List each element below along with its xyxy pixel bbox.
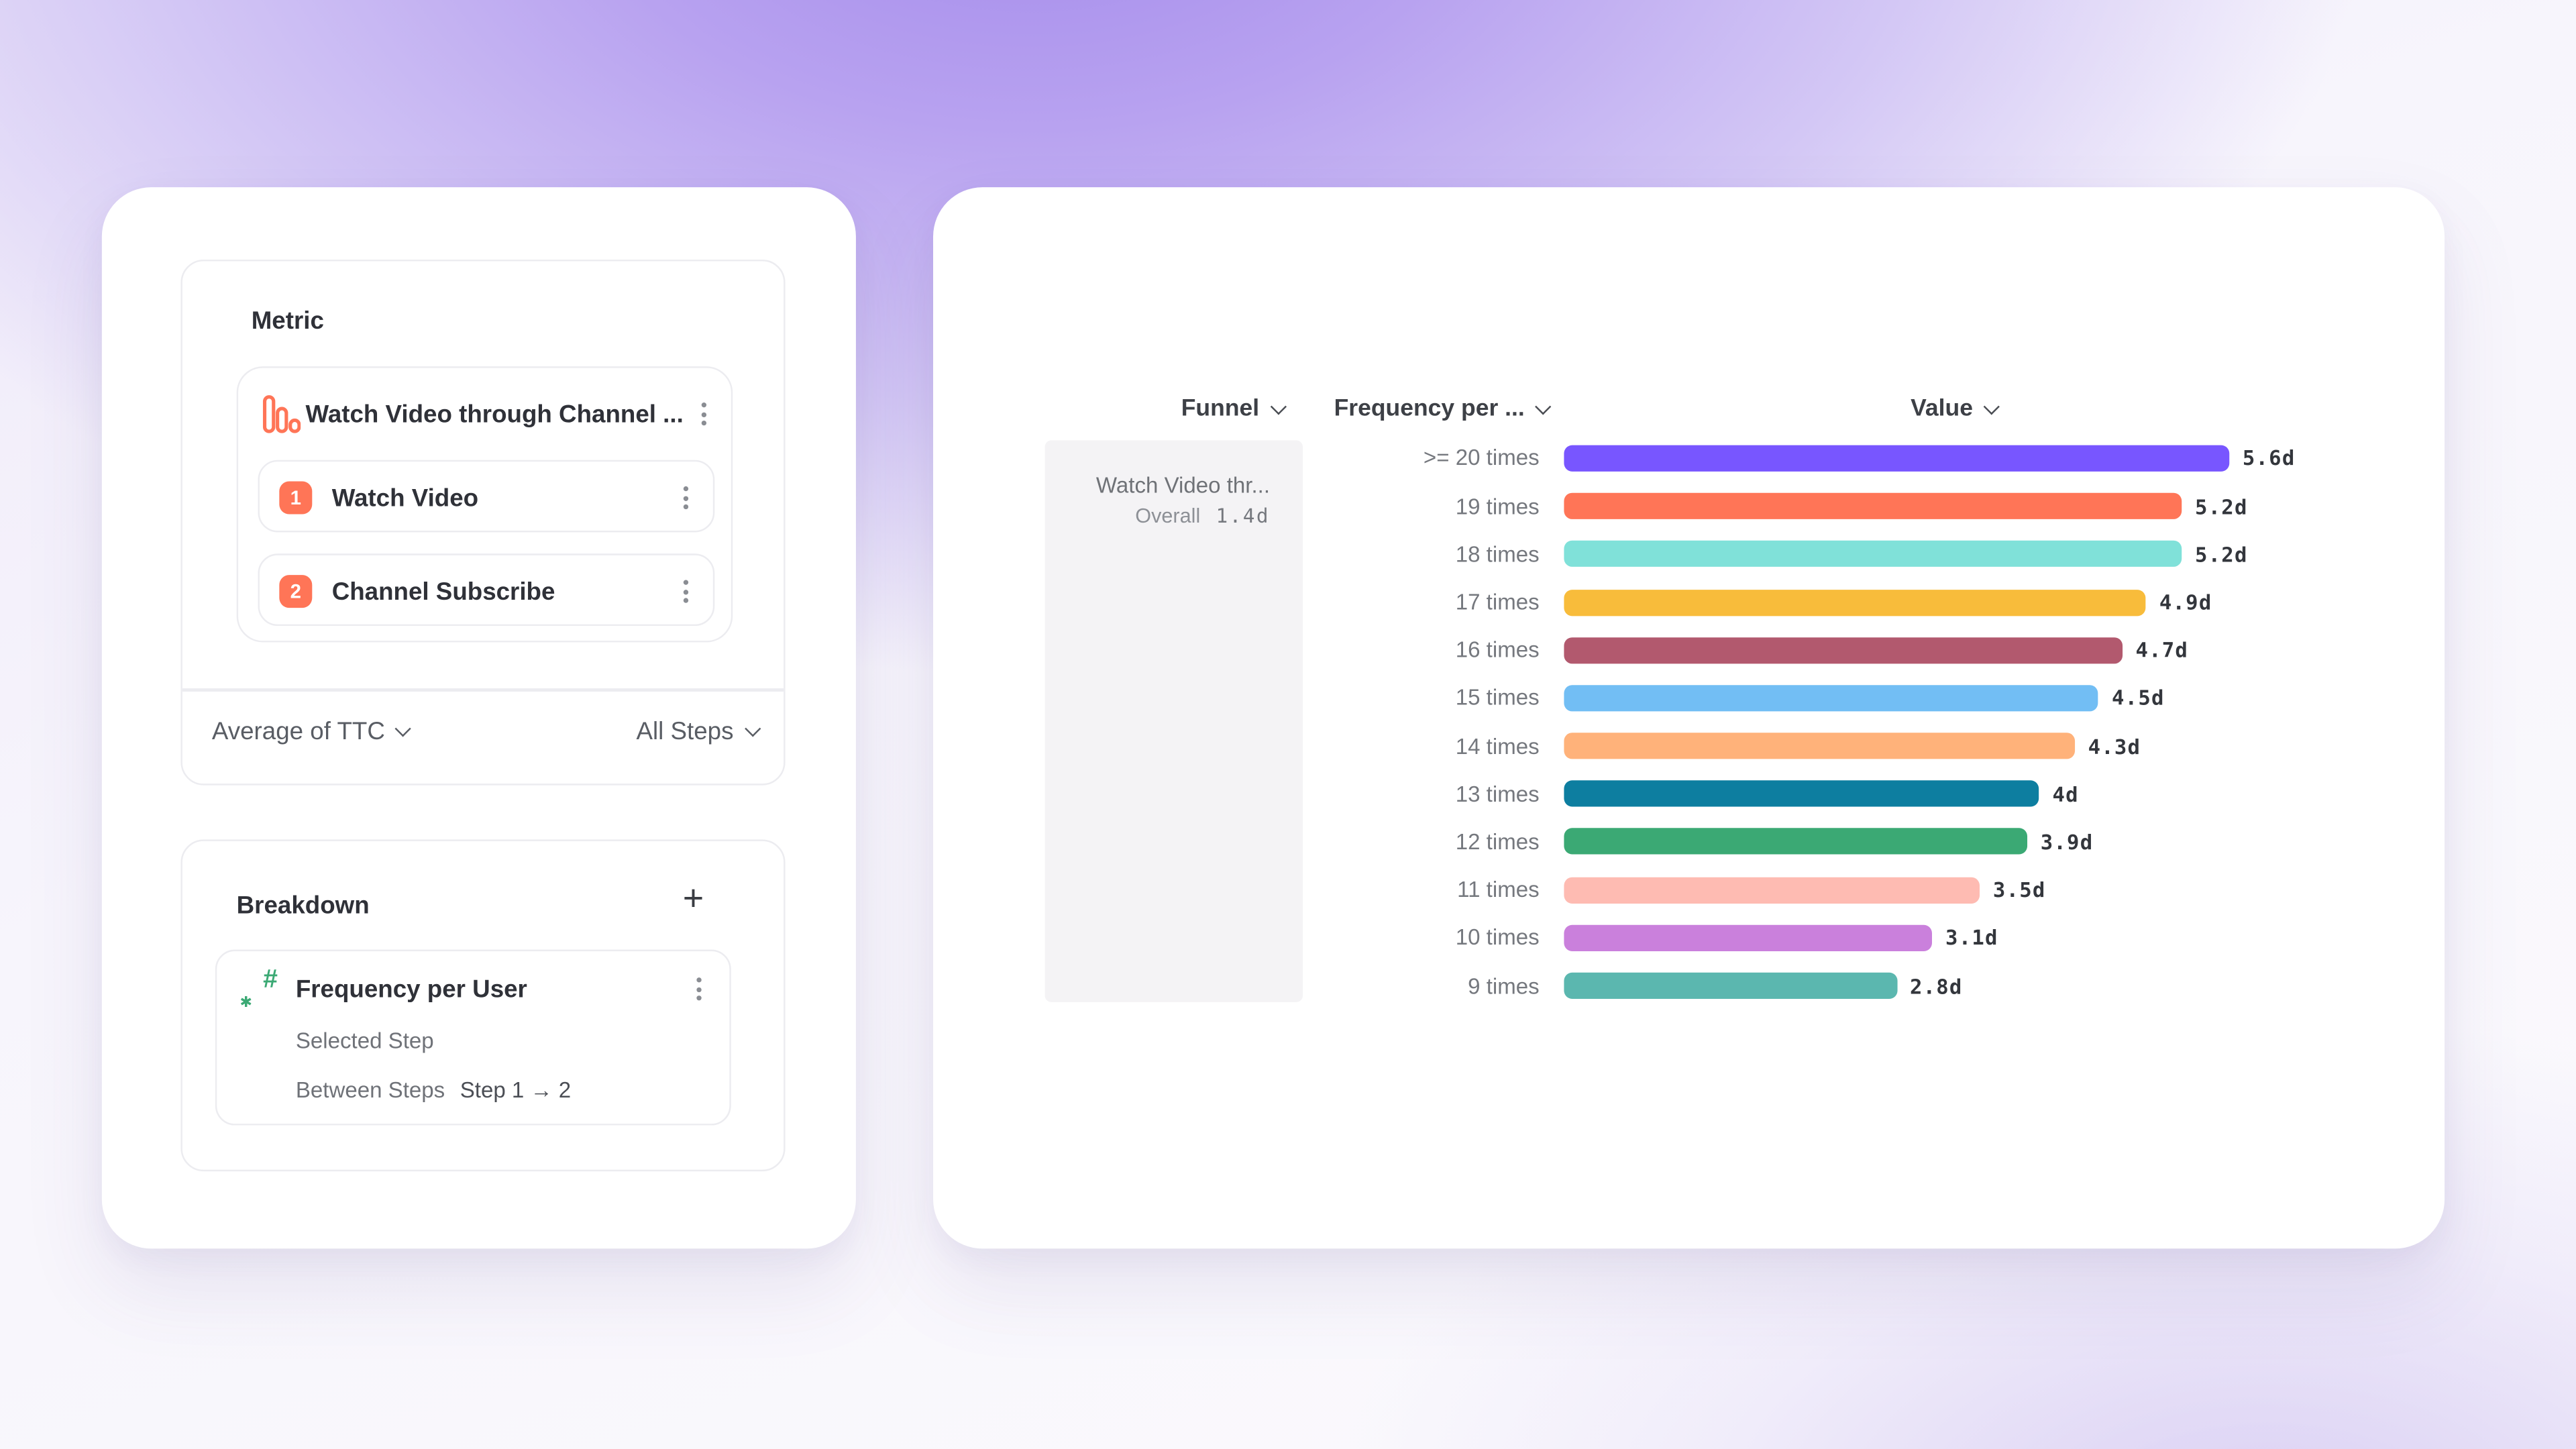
column-header-label: Funnel: [1181, 396, 1260, 423]
overall-value: 1.4d: [1216, 504, 1271, 528]
chart-row: 15 times 4.5d: [1314, 674, 2398, 722]
funnel-metric-name: Watch Video through Channel ...: [305, 400, 684, 428]
bar-category-label: 19 times: [1455, 494, 1540, 519]
bar[interactable]: [1564, 445, 2230, 472]
bar[interactable]: [1564, 685, 2099, 712]
chart-row: 11 times 3.5d: [1314, 866, 2398, 914]
bar-value-label: 5.2d: [2194, 494, 2248, 519]
funnel-cell-name: Watch Video thr...: [1095, 473, 1271, 498]
chart-row: 12 times 3.9d: [1314, 818, 2398, 865]
bar-category-label: 15 times: [1455, 686, 1540, 710]
bar-value-label: 2.8d: [1909, 973, 1963, 998]
bar-value-label: 4.7d: [2135, 637, 2189, 663]
step-label: Channel Subscribe: [331, 577, 555, 606]
breakdown-property-name: Frequency per User: [295, 975, 527, 1004]
chart-row: 14 times 4.3d: [1314, 722, 2398, 769]
bar-value-label: 3.5d: [1992, 877, 2046, 902]
bar[interactable]: [1564, 733, 2075, 759]
chevron-down-icon: [744, 720, 760, 736]
bar-value-label: 5.6d: [2242, 445, 2296, 471]
breakdown-property-block[interactable]: # ✱ Frequency per User Selected Step Betw…: [215, 949, 731, 1126]
bar[interactable]: [1564, 493, 2182, 520]
breakdown-card: Breakdown + # ✱ Frequency per User Select…: [180, 839, 786, 1172]
add-breakdown-button[interactable]: +: [682, 877, 704, 918]
column-header-funnel[interactable]: Funnel: [1181, 392, 1285, 425]
bar[interactable]: [1564, 876, 1980, 904]
breakdown-options-kebab-icon[interactable]: [684, 974, 713, 1004]
metric-section-title: Metric: [251, 307, 324, 335]
column-header-breakdown[interactable]: Frequency per ...: [1334, 392, 1551, 425]
numeric-property-icon: # ✱: [239, 966, 278, 1011]
metric-card: Metric Watch Video through Channel ... 1…: [180, 259, 786, 786]
chart-row: 19 times 5.2d: [1314, 482, 2398, 530]
funnel-step-row[interactable]: 2 Channel Subscribe: [258, 553, 715, 627]
chevron-down-icon: [1270, 398, 1285, 414]
breakdown-config-label: Selected Step: [295, 1028, 434, 1053]
metric-options-kebab-icon[interactable]: [688, 399, 718, 429]
bar-category-label: 17 times: [1455, 590, 1540, 615]
column-header-value[interactable]: Value: [1911, 392, 1999, 425]
bar[interactable]: [1564, 541, 2182, 568]
bar-value-label: 4.5d: [2112, 686, 2165, 710]
bar-category-label: 10 times: [1455, 925, 1540, 951]
breakdown-section-title: Breakdown: [236, 892, 370, 920]
chart-row: 16 times 4.7d: [1314, 626, 2398, 674]
bar-category-label: 9 times: [1468, 973, 1540, 998]
bar-category-label: 13 times: [1455, 782, 1540, 806]
bar-value-label: 3.9d: [2040, 829, 2094, 855]
chart-row: 10 times 3.1d: [1314, 914, 2398, 961]
query-builder-panel: Metric Watch Video through Channel ... 1…: [101, 187, 856, 1249]
bar[interactable]: [1564, 972, 1897, 1000]
bar-value-label: 4d: [2052, 782, 2079, 806]
bar-category-label: 12 times: [1455, 829, 1540, 855]
funnel-metric-row[interactable]: Watch Video through Channel ...: [238, 368, 731, 460]
chart-row: 17 times 4.9d: [1314, 578, 2398, 626]
bar-category-label: 18 times: [1455, 541, 1540, 567]
chart-rows: >= 20 times 5.6d 19 times 5.2d 18 times 5.2d 1…: [1314, 434, 2398, 1010]
step-label: Watch Video: [331, 484, 479, 512]
funnel-table-cell[interactable]: Watch Video thr... Overall 1.4d: [1044, 440, 1303, 1002]
chevron-down-icon: [1536, 398, 1551, 414]
column-header-label: Frequency per ...: [1334, 396, 1525, 423]
step-options-kebab-icon[interactable]: [670, 577, 700, 606]
breakdown-config-label: Between Steps: [295, 1077, 445, 1103]
chart-row: >= 20 times 5.6d: [1314, 434, 2398, 482]
funnel-step-row[interactable]: 1 Watch Video: [258, 460, 715, 533]
column-header-label: Value: [1911, 396, 1973, 423]
bar[interactable]: [1564, 924, 1933, 951]
breakdown-config-value: Step 1 → 2: [460, 1077, 572, 1103]
bar-value-label: 4.3d: [2088, 733, 2141, 759]
bar[interactable]: [1564, 589, 2147, 616]
chart-row: 9 times 2.8d: [1314, 962, 2398, 1010]
funnel-metric-block[interactable]: Watch Video through Channel ... 1 Watch …: [236, 366, 733, 643]
steps-filter-dropdown[interactable]: All Steps: [636, 714, 760, 747]
bar[interactable]: [1564, 780, 2039, 808]
results-panel: Funnel Frequency per ... Value Watch Vid…: [933, 187, 2445, 1249]
bar[interactable]: [1564, 637, 2123, 663]
overall-label: Overall: [1135, 504, 1201, 528]
step-number-badge: 2: [279, 575, 313, 608]
bar-category-label: 14 times: [1455, 733, 1540, 759]
bar-category-label: >= 20 times: [1423, 445, 1540, 471]
bar-value-label: 4.9d: [2159, 590, 2212, 615]
bar-value-label: 5.2d: [2194, 541, 2248, 567]
chart-row: 18 times 5.2d: [1314, 530, 2398, 578]
chart-row: 13 times 4d: [1314, 770, 2398, 818]
bar-chart-icon: [262, 395, 301, 433]
aggregation-dropdown-label: Average of TTC: [211, 716, 385, 745]
chevron-down-icon: [396, 720, 411, 736]
funnel-overall-row: Overall 1.4d: [1058, 501, 1270, 533]
aggregation-dropdown[interactable]: Average of TTC: [211, 714, 411, 747]
bar-value-label: 3.1d: [1945, 925, 1998, 951]
steps-filter-dropdown-label: All Steps: [636, 716, 734, 745]
bar-category-label: 16 times: [1455, 637, 1540, 663]
step-options-kebab-icon[interactable]: [670, 483, 700, 513]
bar-category-label: 11 times: [1457, 877, 1540, 902]
chevron-down-icon: [1984, 398, 1999, 414]
bar[interactable]: [1564, 828, 2028, 855]
step-number-badge: 1: [279, 481, 313, 515]
divider: [182, 688, 784, 691]
